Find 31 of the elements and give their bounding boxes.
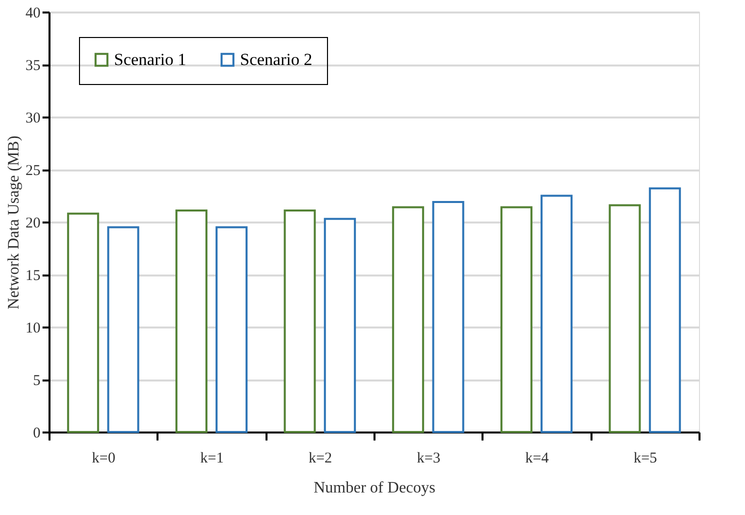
bar bbox=[500, 206, 532, 433]
bar bbox=[648, 187, 681, 433]
legend-label: Scenario 2 bbox=[240, 50, 312, 69]
bar bbox=[392, 206, 424, 433]
bar bbox=[67, 212, 100, 433]
x-tick-label: k=5 bbox=[634, 450, 658, 466]
x-tick-label: k=4 bbox=[525, 450, 550, 466]
bar bbox=[107, 226, 140, 433]
bar bbox=[284, 209, 316, 433]
x-tick-label: k=0 bbox=[92, 450, 116, 466]
y-tick-label: 5 bbox=[33, 373, 40, 389]
x-tick-label: k=2 bbox=[308, 450, 332, 466]
legend-label: Scenario 1 bbox=[114, 50, 186, 69]
y-tick-label: 20 bbox=[26, 216, 40, 232]
y-tick-label: 40 bbox=[26, 6, 40, 22]
x-tick-label: k=1 bbox=[200, 450, 224, 466]
bar bbox=[540, 194, 573, 433]
bar bbox=[608, 204, 641, 433]
y-tick-label: 25 bbox=[26, 163, 40, 179]
bar bbox=[175, 209, 208, 433]
y-tick-label: 15 bbox=[26, 268, 40, 284]
bar bbox=[432, 201, 464, 433]
y-tick-label: 30 bbox=[26, 110, 40, 126]
x-axis-title: Number of Decoys bbox=[314, 480, 436, 496]
y-axis-title: Network Data Usage (MB) bbox=[6, 136, 22, 310]
bar bbox=[216, 226, 248, 433]
y-tick-label: 10 bbox=[26, 320, 40, 336]
y-tick-label: 0 bbox=[33, 426, 40, 442]
y-tick-label: 35 bbox=[26, 58, 40, 74]
x-tick-label: k=3 bbox=[416, 450, 440, 466]
bar bbox=[324, 218, 356, 433]
